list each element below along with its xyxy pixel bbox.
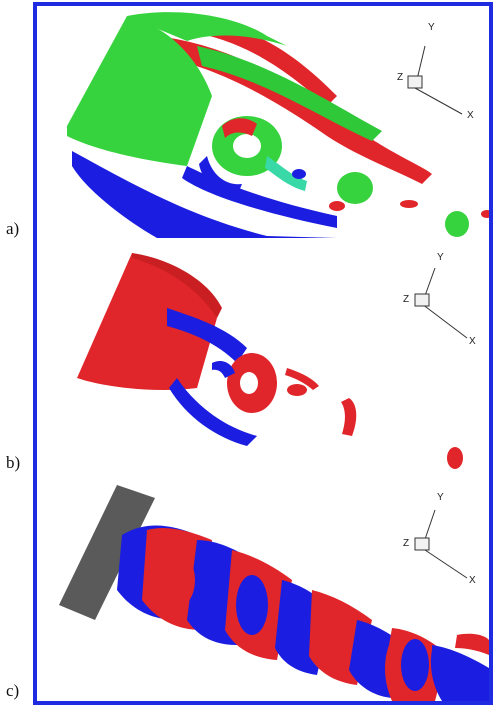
- x-axis-label-a: X: [467, 110, 474, 121]
- panel-b: Y Z X: [37, 238, 489, 470]
- panel-label-a: a): [6, 219, 20, 238]
- x-axis-label-c: X: [469, 575, 476, 586]
- panel-c-render: Y Z X: [59, 485, 489, 701]
- panel-c: Y Z X: [37, 470, 489, 701]
- panel-a-render: Y Z X: [67, 12, 489, 238]
- z-axis-label-b: Z: [403, 294, 409, 305]
- x-axis-label-b: X: [469, 336, 476, 347]
- z-axis-label-a: Z: [397, 72, 403, 83]
- gray-plate: [59, 485, 155, 620]
- axis-triad-c: [414, 509, 468, 579]
- y-axis-label-b: Y: [437, 252, 444, 263]
- panel-b-render: Y Z X: [77, 252, 476, 469]
- figure-frame: Y Z X Y Z X: [33, 2, 493, 705]
- panel-label-c: c): [6, 681, 20, 700]
- z-axis-label-c: Z: [403, 538, 409, 549]
- panel-a: Y Z X: [37, 6, 489, 238]
- axis-triad-a: [407, 45, 463, 115]
- y-axis-label-c: Y: [437, 492, 444, 503]
- panel-label-b: b): [6, 453, 21, 472]
- axis-triad-b: [414, 267, 468, 339]
- y-axis-label-a: Y: [428, 22, 435, 33]
